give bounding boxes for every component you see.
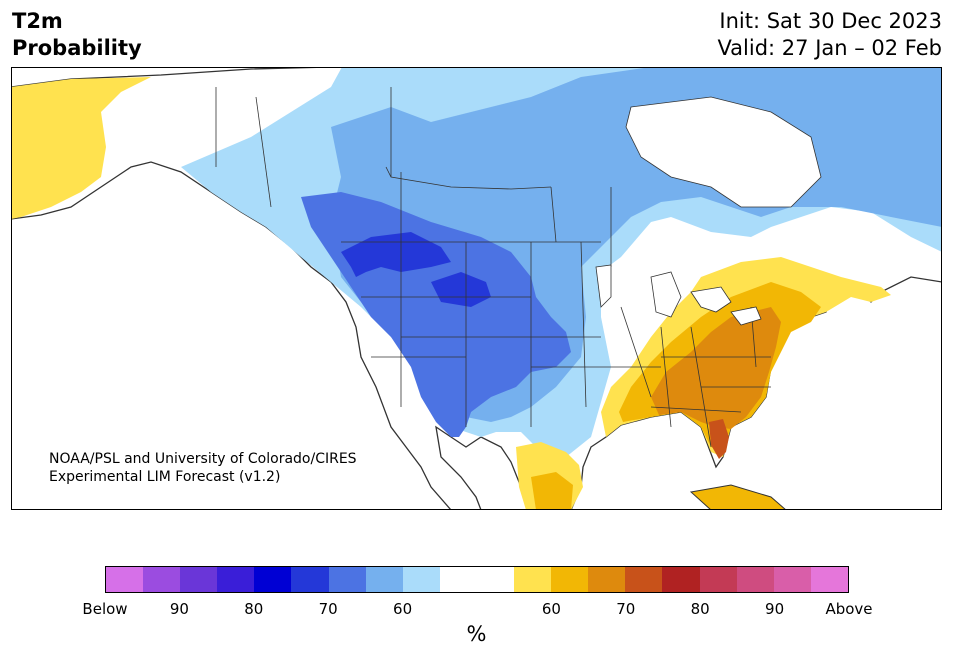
colorbar-segment <box>551 567 589 592</box>
valid-date: Valid: 27 Jan – 02 Feb <box>717 36 942 60</box>
admin-borders <box>215 87 771 448</box>
map-border <box>11 67 942 510</box>
above-65-zone-mexico <box>531 472 573 510</box>
colorbar-tick-label: 80 <box>244 600 264 618</box>
colorbar-segment <box>402 567 440 592</box>
water-bodies <box>595 96 822 326</box>
colorbar-tick-label: 70 <box>318 600 338 618</box>
colorbar-tick-label: 60 <box>393 600 413 618</box>
above-65-zone-cuba <box>689 484 787 510</box>
colorbar-unit: % <box>466 622 487 646</box>
colorbar-segment <box>773 567 811 592</box>
credit-line-2: Experimental LIM Forecast (v1.2) <box>49 469 281 485</box>
colorbar-segment <box>180 567 218 592</box>
map-panel <box>11 67 942 510</box>
colorbar-tick-label: 80 <box>690 600 710 618</box>
colorbar-segment <box>662 567 700 592</box>
colorbar-segment <box>106 567 144 592</box>
title-line-2: Probability <box>12 36 142 60</box>
colorbar-tick-label: Below <box>82 600 128 618</box>
colorbar-segment <box>476 567 515 592</box>
above-60-zone-alaska <box>11 77 151 219</box>
title-line-1: T2m <box>12 9 63 33</box>
probability-map <box>11 67 942 510</box>
colorbar-tick-label: 90 <box>169 600 189 618</box>
colorbar-segment <box>217 567 255 592</box>
colorbar-segment <box>699 567 737 592</box>
colorbar-tick-label: 70 <box>616 600 636 618</box>
below-75-zone <box>341 232 491 307</box>
colorbar-segment <box>291 567 329 592</box>
colorbar-segment <box>439 567 477 592</box>
colorbar-segment <box>143 567 181 592</box>
colorbar-tick-label: Above <box>825 600 873 618</box>
colorbar-segment <box>736 567 774 592</box>
colorbar-segment <box>625 567 663 592</box>
colorbar-segment <box>588 567 626 592</box>
chart-title: T2m Probability <box>12 8 142 62</box>
init-date: Init: Sat 30 Dec 2023 <box>719 9 942 33</box>
above-75-zone-florida <box>709 419 729 459</box>
map-credit: NOAA/PSL and University of Colorado/CIRE… <box>49 450 357 486</box>
colorbar-segment <box>810 567 848 592</box>
above-70-zone-east <box>651 307 781 429</box>
colorbar <box>105 566 849 593</box>
colorbar-tick-label: 60 <box>541 600 561 618</box>
colorbar-segment <box>328 567 366 592</box>
credit-line-1: NOAA/PSL and University of Colorado/CIRE… <box>49 451 357 467</box>
forecast-dates: Init: Sat 30 Dec 2023 Valid: 27 Jan – 02… <box>717 8 942 62</box>
colorbar-segment <box>254 567 292 592</box>
colorbar-segment <box>365 567 403 592</box>
colorbar-ticks: Below 90 80 70 60 60 70 80 90 Above <box>82 600 872 620</box>
colorbar-tick-label: 90 <box>765 600 785 618</box>
colorbar-segment <box>514 567 552 592</box>
